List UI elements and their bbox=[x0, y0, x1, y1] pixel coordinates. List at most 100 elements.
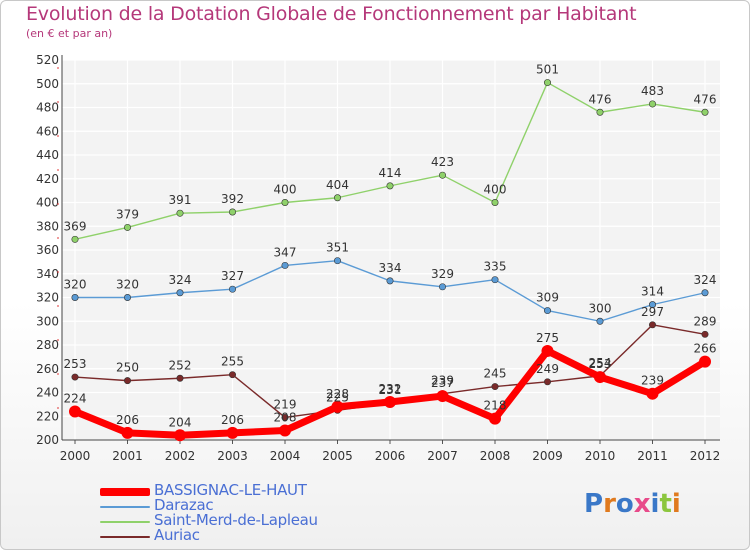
y-tick-label: 420 bbox=[36, 172, 59, 186]
data-point bbox=[489, 412, 501, 425]
data-point bbox=[438, 171, 446, 179]
data-label: 206 bbox=[221, 413, 244, 427]
data-point bbox=[648, 321, 656, 329]
data-point bbox=[384, 396, 396, 408]
y-tick-label: 300 bbox=[36, 314, 59, 328]
x-tick-label: 2005 bbox=[322, 449, 353, 463]
data-point bbox=[71, 235, 79, 243]
data-label: 324 bbox=[169, 273, 192, 287]
y-tick-label: 400 bbox=[36, 196, 59, 210]
logo-letter: P bbox=[584, 489, 604, 519]
data-label: 404 bbox=[326, 178, 349, 192]
data-point bbox=[543, 378, 551, 386]
data-point bbox=[541, 344, 554, 357]
x-tick-label: 2003 bbox=[217, 449, 248, 463]
data-point bbox=[176, 374, 184, 382]
x-tick-label: 2011 bbox=[637, 449, 668, 463]
data-point bbox=[174, 429, 186, 442]
chart-title: Evolution de la Dotation Globale de Fonc… bbox=[26, 3, 637, 25]
data-point bbox=[701, 289, 709, 297]
y-tick-label: 520 bbox=[36, 53, 59, 67]
data-point bbox=[229, 285, 237, 293]
data-label: 208 bbox=[274, 411, 297, 425]
data-point bbox=[333, 194, 341, 202]
logo-letter: i bbox=[671, 489, 681, 519]
data-label: 327 bbox=[221, 269, 244, 283]
x-tick-label: 2006 bbox=[375, 449, 406, 463]
data-point bbox=[121, 426, 134, 439]
x-tick-label: 2007 bbox=[427, 449, 458, 463]
data-label: 351 bbox=[326, 241, 349, 255]
y-tick-label: 240 bbox=[36, 386, 59, 400]
data-label: 231 bbox=[379, 383, 402, 397]
data-label: 228 bbox=[326, 387, 349, 401]
data-point bbox=[491, 383, 499, 391]
y-tick-label: 380 bbox=[36, 219, 59, 233]
data-label: 253 bbox=[589, 357, 612, 371]
y-tick-label: 340 bbox=[36, 267, 59, 281]
data-point bbox=[386, 182, 394, 190]
data-label: 392 bbox=[221, 192, 244, 206]
logo-letter: o bbox=[615, 489, 634, 519]
y-tick-label: 440 bbox=[36, 148, 59, 162]
data-point bbox=[69, 405, 81, 418]
data-point bbox=[71, 293, 79, 301]
chart-subtitle: (en € et par an) bbox=[26, 27, 113, 40]
data-label: 391 bbox=[169, 193, 192, 207]
legend-swatch bbox=[100, 506, 150, 508]
data-point bbox=[438, 283, 446, 291]
y-tick-label: 260 bbox=[36, 362, 59, 376]
data-point bbox=[124, 377, 132, 385]
data-label: 219 bbox=[274, 397, 297, 411]
data-label: 254 bbox=[589, 356, 612, 370]
data-point bbox=[543, 79, 551, 87]
data-label: 204 bbox=[169, 415, 192, 429]
data-label: 237 bbox=[431, 376, 454, 390]
legend-swatch bbox=[100, 488, 150, 496]
data-label: 414 bbox=[379, 166, 402, 180]
data-point bbox=[176, 289, 184, 297]
legend-label: Darazac bbox=[154, 496, 214, 514]
x-tick-label: 2012 bbox=[690, 449, 721, 463]
data-point bbox=[226, 426, 239, 439]
data-label: 423 bbox=[431, 155, 454, 169]
legend-label: Saint-Merd-de-Lapleau bbox=[154, 511, 318, 529]
data-label: 300 bbox=[589, 301, 612, 315]
data-point bbox=[646, 387, 659, 400]
data-point bbox=[281, 261, 289, 269]
data-label: 239 bbox=[641, 374, 664, 388]
data-label: 476 bbox=[589, 92, 612, 106]
data-point bbox=[71, 373, 79, 381]
data-point bbox=[229, 208, 237, 216]
data-point bbox=[596, 108, 604, 116]
logo-letter: x bbox=[633, 489, 651, 519]
data-label: 400 bbox=[274, 183, 297, 197]
x-tick-label: 2002 bbox=[165, 449, 196, 463]
data-point bbox=[124, 293, 132, 301]
x-tick-label: 2000 bbox=[60, 449, 91, 463]
data-label: 400 bbox=[484, 183, 507, 197]
data-label: 334 bbox=[379, 261, 402, 275]
data-point bbox=[648, 301, 656, 309]
data-label: 320 bbox=[64, 278, 87, 292]
data-point bbox=[124, 223, 132, 231]
data-label: 266 bbox=[694, 342, 717, 356]
data-label: 289 bbox=[694, 314, 717, 328]
data-label: 347 bbox=[274, 245, 297, 259]
data-label: 297 bbox=[641, 305, 664, 319]
data-point bbox=[648, 100, 656, 108]
data-label: 249 bbox=[536, 362, 559, 376]
data-label: 309 bbox=[536, 291, 559, 305]
data-label: 320 bbox=[116, 278, 139, 292]
data-point bbox=[596, 317, 604, 325]
data-point bbox=[699, 355, 711, 368]
data-point bbox=[701, 330, 709, 338]
data-point bbox=[333, 257, 341, 265]
y-tick-label: 320 bbox=[36, 291, 59, 305]
data-point bbox=[281, 199, 289, 207]
data-label: 250 bbox=[116, 361, 139, 375]
data-label: 369 bbox=[64, 219, 87, 233]
y-tick-label: 460 bbox=[36, 124, 59, 138]
data-label: 275 bbox=[536, 331, 559, 345]
